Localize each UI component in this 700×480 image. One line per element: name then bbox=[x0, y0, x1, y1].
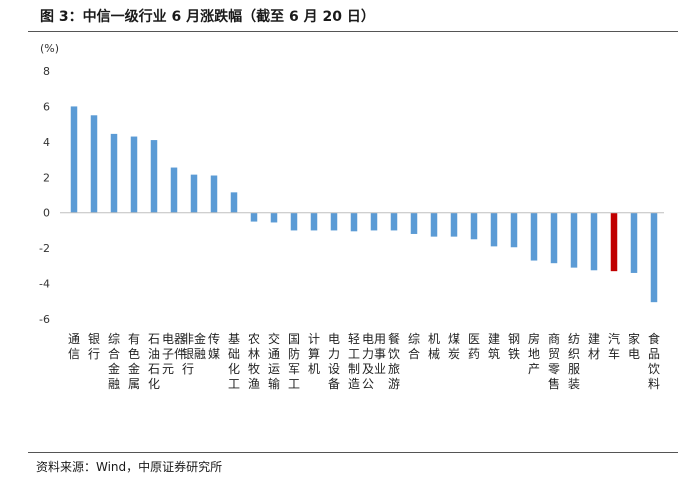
y-tick-label: 0 bbox=[43, 207, 50, 220]
category-label: 商贸零售 bbox=[548, 331, 560, 391]
category-label: 食品饮料 bbox=[648, 331, 660, 391]
bar bbox=[250, 212, 258, 222]
category-label: 家电 bbox=[628, 331, 640, 361]
y-tick-label: 6 bbox=[43, 100, 50, 113]
y-axis-unit: (%) bbox=[40, 42, 59, 55]
bar bbox=[70, 106, 78, 213]
category-labels: 通信银行综合金融有色金属石油石化电子元器件非银行金融传媒基础化工农林牧渔交通运输… bbox=[68, 331, 660, 391]
bar bbox=[550, 212, 558, 264]
bar bbox=[130, 136, 138, 213]
bar bbox=[410, 212, 418, 234]
bar bbox=[290, 212, 298, 231]
category-label: 钢铁 bbox=[508, 332, 520, 361]
category-label: 通信 bbox=[68, 332, 80, 361]
category-label: 房地产 bbox=[528, 331, 540, 376]
y-tick-label: 2 bbox=[43, 171, 50, 184]
category-label: 综合金融 bbox=[108, 332, 120, 391]
bars bbox=[70, 106, 658, 303]
category-label: 煤炭 bbox=[448, 332, 460, 361]
source-note: 资料来源：Wind，中原证券研究所 bbox=[36, 460, 223, 474]
top-rule bbox=[28, 31, 678, 32]
category-label: 餐饮旅游 bbox=[388, 331, 400, 391]
category-label: 用事业 bbox=[374, 332, 386, 376]
bar bbox=[450, 212, 458, 237]
category-label: 汽车 bbox=[608, 331, 620, 361]
y-axis-ticks: 8 6 4 2 0 -2 -4 -6 bbox=[39, 65, 50, 326]
bar bbox=[630, 212, 638, 273]
bar bbox=[530, 212, 538, 261]
bar bbox=[150, 140, 158, 213]
bar bbox=[270, 212, 278, 223]
category-label: 电子元 bbox=[162, 332, 174, 376]
category-label: 国防军工 bbox=[288, 332, 300, 391]
category-label: 石油石化 bbox=[148, 332, 160, 391]
figure-title: 图 3：中信一级行业 6 月涨跌幅（截至 6 月 20 日） bbox=[40, 9, 375, 25]
bar bbox=[650, 212, 658, 303]
y-tick-label: 4 bbox=[43, 136, 50, 149]
category-label: 机械 bbox=[428, 332, 440, 361]
category-label: 非银行 bbox=[182, 332, 194, 376]
bar bbox=[430, 212, 438, 237]
bar bbox=[590, 212, 598, 271]
category-label: 计算机 bbox=[308, 332, 320, 376]
y-tick-label: -4 bbox=[39, 278, 50, 291]
bar bbox=[90, 115, 98, 213]
category-label: 传媒 bbox=[208, 331, 220, 361]
category-label: 器件 bbox=[174, 332, 186, 361]
category-label: 交通运输 bbox=[268, 331, 280, 391]
bar bbox=[490, 212, 498, 247]
category-label: 金融 bbox=[194, 331, 206, 361]
category-label: 纺织服装 bbox=[568, 332, 580, 391]
bar bbox=[310, 212, 318, 231]
category-label: 医药 bbox=[468, 332, 480, 361]
bar bbox=[350, 212, 358, 232]
bar bbox=[470, 212, 478, 240]
category-label: 轻工制造 bbox=[348, 332, 360, 391]
category-label: 基础化工 bbox=[228, 332, 240, 391]
bar bbox=[230, 192, 238, 213]
category-label: 建筑 bbox=[488, 332, 500, 361]
category-label: 综合 bbox=[408, 332, 420, 361]
bar bbox=[110, 133, 118, 213]
bar bbox=[330, 212, 338, 231]
bar bbox=[190, 174, 198, 213]
bar bbox=[510, 212, 518, 248]
category-label: 有色金属 bbox=[128, 332, 140, 391]
y-tick-label: 8 bbox=[43, 65, 50, 78]
category-label: 农林牧渔 bbox=[248, 332, 260, 391]
bar bbox=[170, 167, 178, 213]
bar bbox=[570, 212, 578, 268]
category-label: 银行 bbox=[88, 332, 100, 361]
bottom-rule bbox=[28, 452, 678, 453]
category-label: 电力设备 bbox=[328, 332, 340, 391]
bar bbox=[610, 212, 618, 272]
category-label: 电力及公 bbox=[362, 332, 374, 391]
y-tick-label: -6 bbox=[39, 313, 50, 326]
bar bbox=[370, 212, 378, 231]
bar bbox=[390, 212, 398, 231]
category-label: 建材 bbox=[588, 332, 600, 361]
bar bbox=[210, 175, 218, 213]
y-tick-label: -2 bbox=[39, 242, 50, 255]
